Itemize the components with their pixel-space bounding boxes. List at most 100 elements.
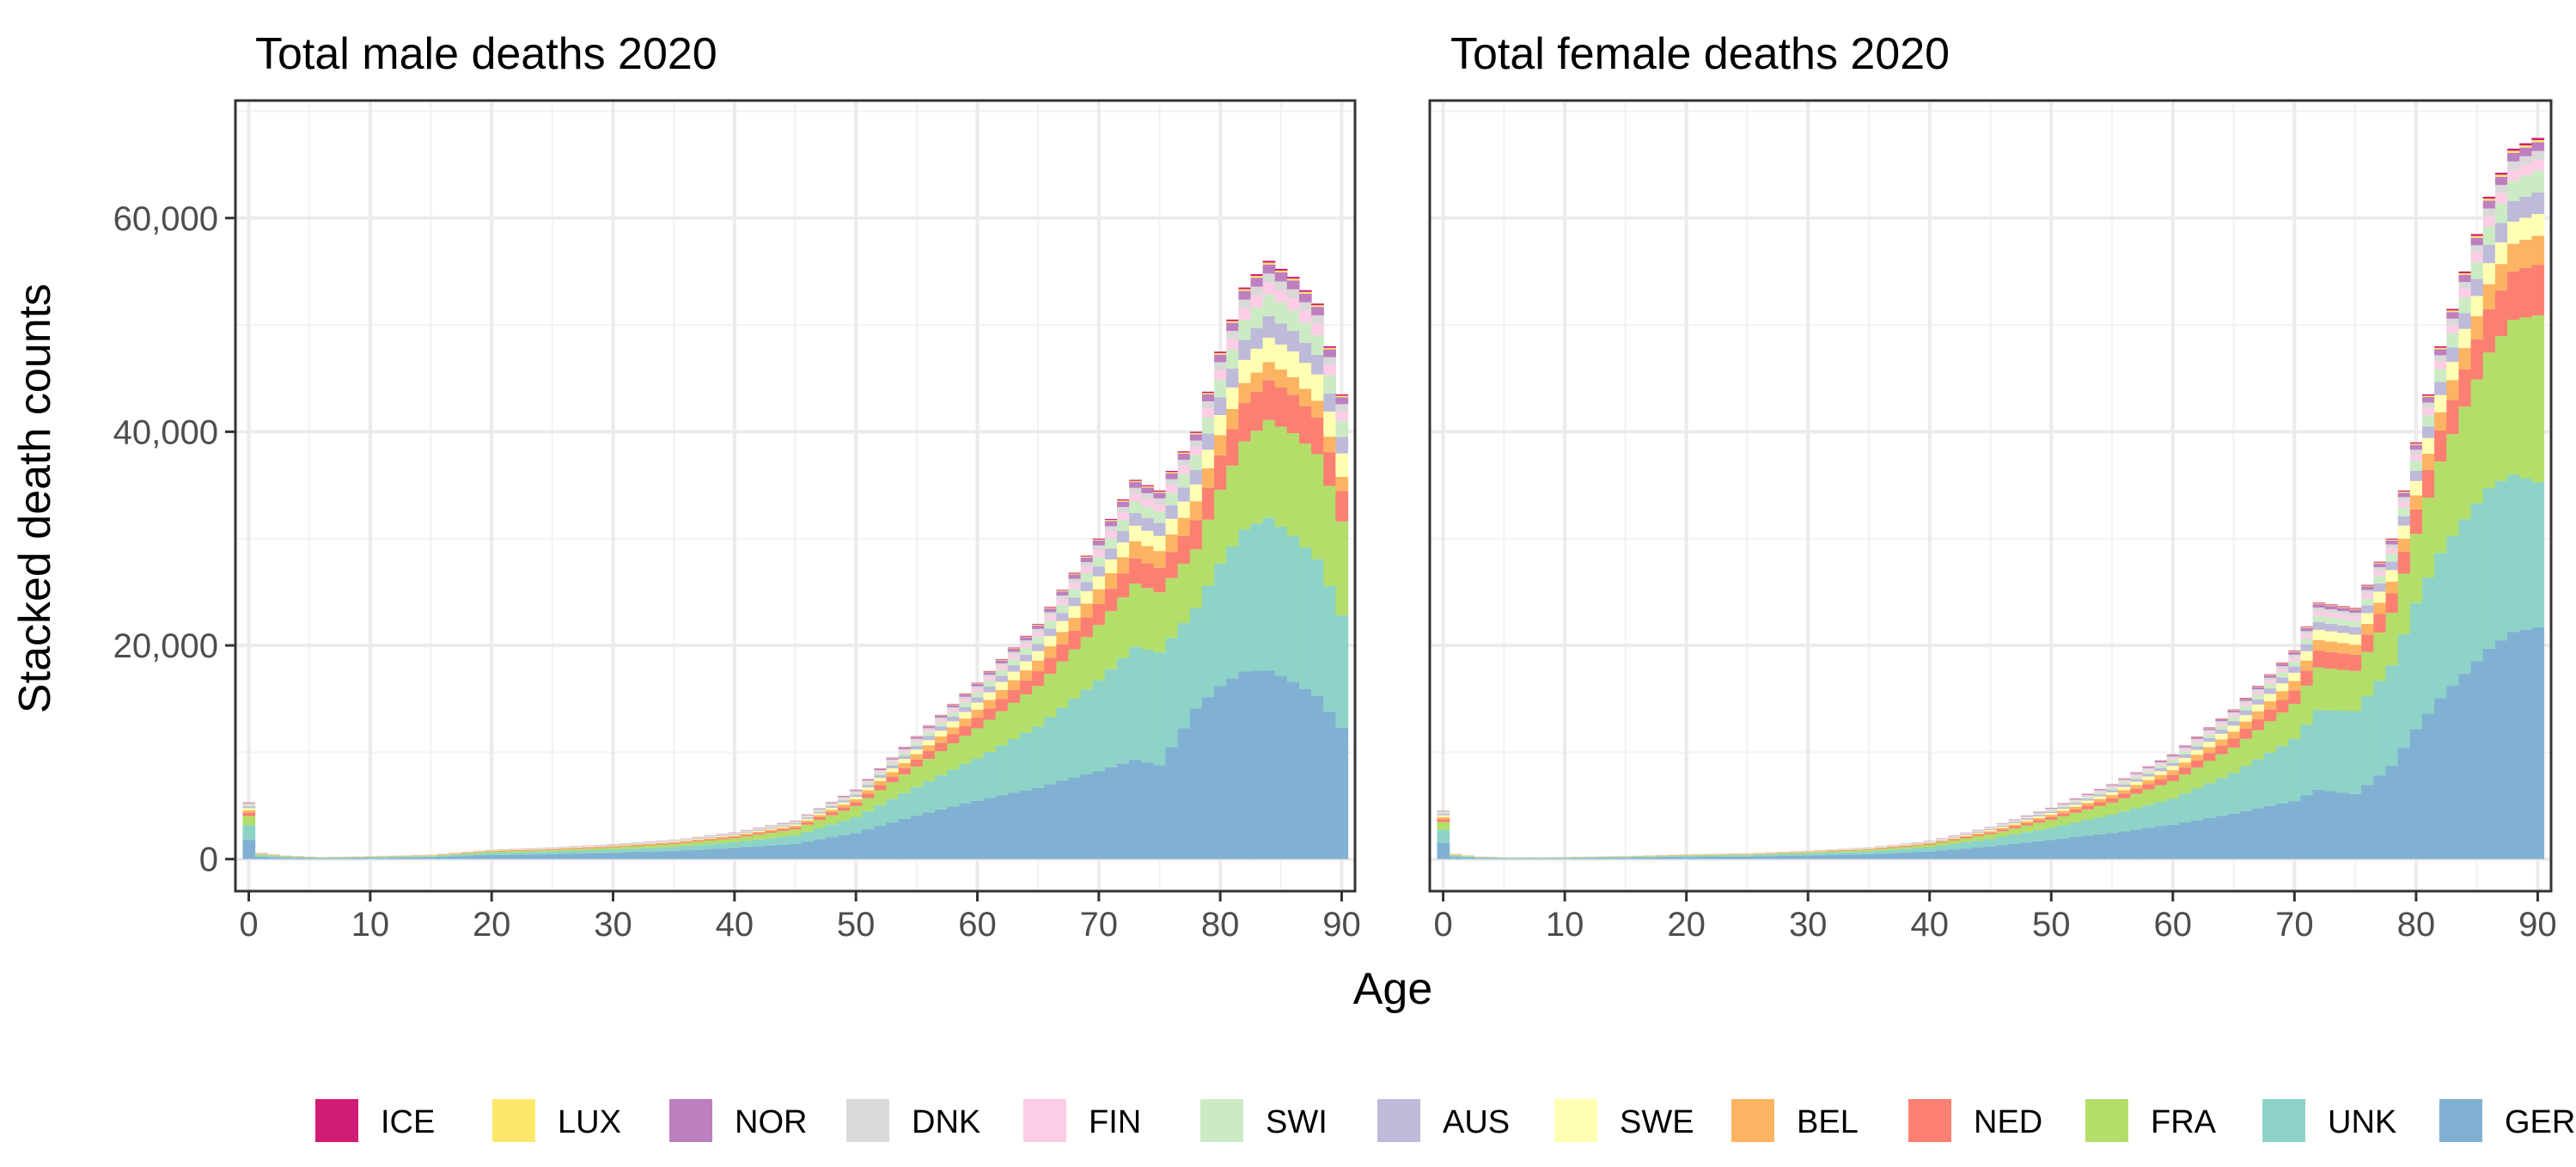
bar-segment-swi [2215, 725, 2229, 730]
bar-segment-nor [2361, 586, 2374, 590]
bar-segment-fra [2008, 828, 2022, 834]
bar-segment-aus [2227, 721, 2241, 726]
bar-segment-bel [995, 689, 1009, 700]
bar-segment-swe [1262, 337, 1276, 363]
bar-segment-unk [1607, 857, 1621, 858]
bar-segment-fin [1201, 408, 1215, 418]
bar-segment-ned [2069, 809, 2083, 813]
bar-segment-ned [837, 807, 851, 811]
bar-segment-swi [862, 783, 875, 785]
bar-segment-aus [2093, 794, 2107, 797]
bar-segment-aus [2166, 762, 2180, 767]
bar-segment-ned [898, 767, 912, 775]
bar-segment-unk [1765, 854, 1779, 857]
bar-segment-swi [2166, 760, 2180, 763]
bar-segment-nor [2494, 176, 2508, 186]
bar-segment-bel [753, 831, 766, 834]
bar-segment-fra [497, 851, 510, 853]
bar-segment-ice [959, 693, 973, 694]
bar-segment-unk [1753, 854, 1767, 857]
bar-segment-swe [643, 843, 656, 844]
bar-segment-bel [631, 844, 644, 846]
bar-segment-fin [2142, 769, 2156, 772]
bar-segment-ned [2191, 760, 2204, 768]
bar-segment-swe [2020, 820, 2034, 822]
bar-segment-bel [2531, 235, 2545, 266]
bar-segment-swe [1201, 449, 1215, 468]
legend-label-fin: FIN [1089, 1104, 1141, 1140]
bar-segment-ned [1032, 671, 1045, 687]
bar-segment-dnk [2276, 666, 2289, 669]
bar-segment-aus [2105, 790, 2119, 792]
y-tick-label: 0 [199, 841, 218, 879]
bar-segment-bel [2020, 821, 2034, 823]
bar-segment-ned [1177, 535, 1191, 564]
bar-segment-ned [2057, 813, 2071, 816]
bar-segment-aus [1311, 354, 1324, 375]
bar-segment-dnk [2008, 820, 2022, 821]
bar-segment-fin [1007, 655, 1021, 659]
bar-segment-lux [1177, 452, 1191, 455]
bar-segment-unk [740, 840, 754, 847]
bar-segment-fra [1298, 443, 1312, 548]
bar-segment-ger [1717, 856, 1730, 859]
bar-segment-swe [2531, 214, 2545, 236]
bar-segment-nor [1238, 290, 1252, 300]
bar-segment-unk [473, 853, 486, 856]
bar-segment-ice [1238, 287, 1252, 290]
bar-segment-swi [2409, 461, 2423, 471]
bar-segment-dnk [2361, 590, 2374, 594]
bar-segment-unk [1668, 856, 1682, 858]
bar-segment-fin [2069, 800, 2083, 802]
bar-segment-ned [2045, 816, 2058, 820]
bar-segment-ned [1311, 417, 1324, 455]
bar-segment-swe [680, 840, 693, 841]
bar-segment-fin [1104, 531, 1118, 539]
bar-segment-dnk [1153, 498, 1167, 504]
bar-segment-unk [1887, 849, 1900, 853]
bar-segment-nor [2470, 237, 2484, 246]
bar-segment-swi [2093, 792, 2107, 795]
bar-segment-ned [1201, 487, 1215, 520]
bar-segment-unk [1298, 547, 1312, 689]
bar-segment-swi [2361, 598, 2374, 606]
bar-segment-ned [1826, 851, 1840, 852]
bar-segment-swe [2336, 632, 2350, 644]
bar-segment-fra [2263, 721, 2277, 753]
bar-segment-ger [1960, 848, 1973, 859]
bar-segment-swi [2239, 706, 2253, 711]
bar-segment-nor [2081, 794, 2095, 796]
bar-segment-unk [607, 849, 620, 853]
bar-segment-fra [2361, 651, 2374, 696]
bar-segment-aus [2446, 347, 2460, 363]
bar-segment-bel [2142, 779, 2156, 785]
bar-segment-bel [1092, 589, 1106, 604]
bar-segment-fra [388, 856, 401, 858]
bar-segment-swe [2300, 651, 2314, 661]
bar-segment-ger [534, 854, 547, 859]
bar-segment-fra [898, 774, 912, 793]
bar-segment-bel [971, 709, 985, 718]
bar-segment-ger [898, 818, 912, 859]
bar-segment-ger [1996, 845, 2010, 859]
bar-segment-fra [424, 855, 438, 857]
bar-segment-nor [2300, 627, 2314, 632]
bar-segment-fra [777, 831, 791, 837]
bar-segment-fra [1911, 846, 1925, 848]
bar-segment-aus [2349, 626, 2362, 635]
bar-segment-fin [777, 823, 791, 825]
bar-segment-lux [2239, 698, 2253, 700]
bar-segment-fra [1104, 611, 1118, 669]
bar-segment-ger [1984, 846, 1998, 859]
bar-segment-bel [2276, 691, 2289, 700]
bar-segment-ger [716, 848, 729, 859]
bar-segment-swe [1141, 530, 1155, 547]
bar-segment-fra [1875, 848, 1888, 851]
bar-segment-ger [1802, 855, 1815, 859]
bar-segment-ger [1559, 858, 1572, 859]
bar-segment-fra [789, 829, 803, 836]
bar-segment-swe [1129, 525, 1142, 541]
bar-segment-nor [898, 747, 912, 749]
bar-segment-lux [2312, 603, 2326, 605]
bar-segment-swi [1323, 375, 1336, 394]
